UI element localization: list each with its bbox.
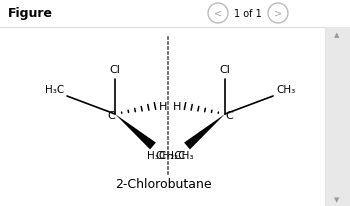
Text: Cl: Cl [110, 65, 120, 75]
Text: H: H [173, 102, 181, 111]
Text: 1 of 1: 1 of 1 [234, 9, 262, 19]
Text: CH₂CH₃: CH₂CH₃ [155, 150, 194, 160]
Text: ▲: ▲ [334, 32, 340, 38]
Text: Figure: Figure [8, 7, 53, 20]
FancyBboxPatch shape [325, 28, 350, 206]
Text: >: > [274, 9, 282, 19]
Polygon shape [115, 115, 156, 150]
Text: ▼: ▼ [334, 196, 340, 202]
Text: CH₃: CH₃ [276, 85, 295, 95]
Text: H₃CH₂C: H₃CH₂C [147, 150, 185, 160]
Text: H: H [159, 102, 167, 111]
Text: 2-Chlorobutane: 2-Chlorobutane [115, 178, 211, 191]
Polygon shape [184, 115, 225, 150]
Text: C: C [107, 110, 115, 121]
Text: Cl: Cl [219, 65, 230, 75]
Text: <: < [214, 9, 222, 19]
Text: C: C [225, 110, 233, 121]
Text: H₃C: H₃C [45, 85, 64, 95]
